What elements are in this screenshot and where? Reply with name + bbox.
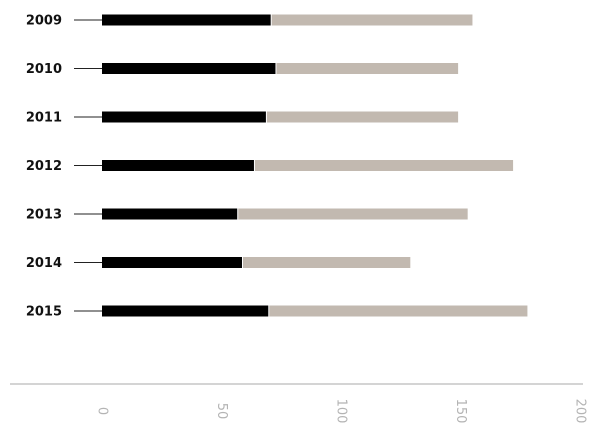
- x-tick-label-100: 100: [334, 399, 349, 424]
- bar-series-2-2010: [276, 63, 459, 74]
- year-label-2010: 2010: [26, 62, 62, 77]
- year-labels: 2009 2010 2011 2012 2013 2014 2015: [26, 14, 62, 320]
- year-label-2011: 2011: [26, 111, 62, 126]
- bar-series-2-2012: [254, 160, 514, 171]
- year-label-2014: 2014: [26, 256, 62, 271]
- bar-series-2-2015: [269, 305, 528, 317]
- bar-series-2-2011: [266, 111, 459, 123]
- year-label-2012: 2012: [26, 159, 62, 174]
- bar-series-1-2013: [102, 208, 239, 220]
- bar-series-1-2014: [102, 257, 244, 268]
- x-tick-label-150: 150: [453, 399, 468, 424]
- x-tick-label-200: 200: [573, 399, 588, 424]
- year-label-2015: 2015: [26, 305, 62, 320]
- bar-series-1-2009: [102, 14, 272, 26]
- bar-series-2-2013: [238, 208, 468, 220]
- bar-series-1-2011: [102, 111, 267, 123]
- bar-series-2-2014: [243, 257, 411, 268]
- bars-layer: [74, 14, 528, 317]
- x-tick-labels: 0 50 100 150 200: [95, 399, 588, 424]
- x-tick-label-50: 50: [214, 403, 229, 420]
- bar-series-1-2010: [102, 63, 277, 74]
- year-label-2009: 2009: [26, 14, 62, 29]
- bar-series-1-2015: [102, 305, 270, 317]
- x-tick-label-0: 0: [95, 407, 110, 415]
- bar-series-1-2012: [102, 160, 255, 171]
- bar-series-2-2009: [271, 14, 473, 26]
- year-label-2013: 2013: [26, 208, 62, 223]
